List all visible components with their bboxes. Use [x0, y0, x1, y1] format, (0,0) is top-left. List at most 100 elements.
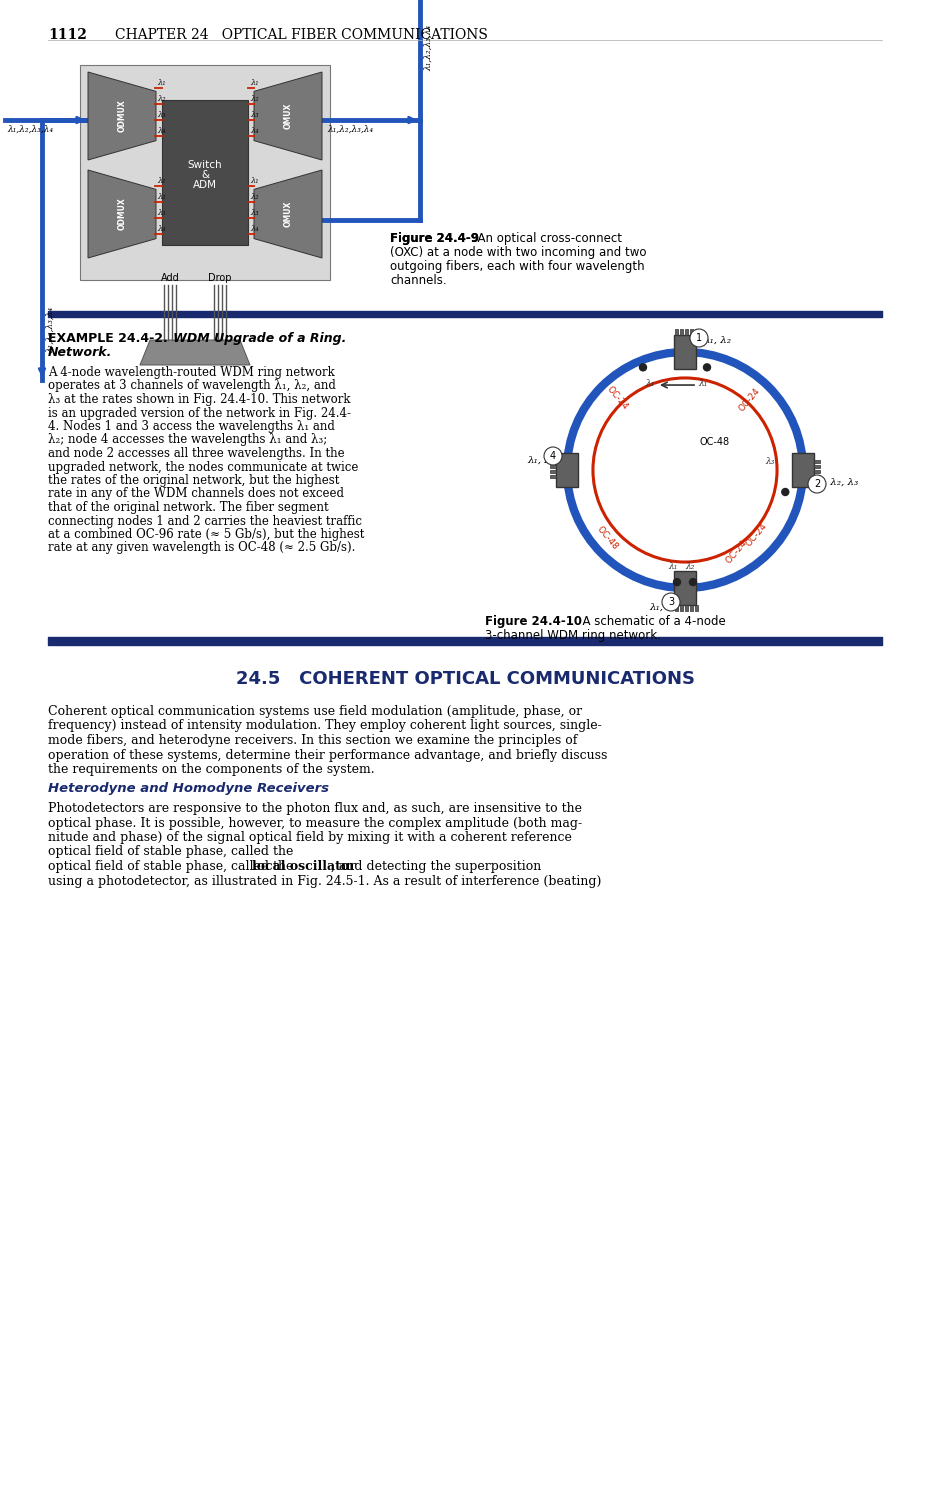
Text: λ₁: λ₁	[157, 177, 166, 184]
Text: optical field of stable phase, called the: optical field of stable phase, called th…	[48, 846, 298, 858]
Text: CHAPTER 24   OPTICAL FIBER COMMUNICATIONS: CHAPTER 24 OPTICAL FIBER COMMUNICATIONS	[115, 28, 488, 42]
Text: the rates of the original network, but the highest: the rates of the original network, but t…	[48, 474, 339, 488]
Text: λ₁, λ₂: λ₁, λ₂	[649, 603, 677, 612]
Text: OC-24: OC-24	[737, 387, 763, 414]
Text: operates at 3 channels of wavelength λ₁, λ₂, and: operates at 3 channels of wavelength λ₁,…	[48, 380, 336, 393]
FancyBboxPatch shape	[162, 100, 248, 244]
Text: connecting nodes 1 and 2 carries the heaviest traffic: connecting nodes 1 and 2 carries the hea…	[48, 514, 362, 528]
Text: Network.: Network.	[48, 346, 113, 358]
FancyBboxPatch shape	[674, 572, 696, 604]
Text: Figure 24.4-9: Figure 24.4-9	[390, 232, 479, 244]
Circle shape	[703, 364, 711, 370]
Text: λ₁, λ₂, λ₃: λ₁, λ₂, λ₃	[813, 477, 858, 486]
Text: λ₁: λ₁	[645, 380, 655, 388]
Text: is an upgraded version of the network in Fig. 24.4-: is an upgraded version of the network in…	[48, 406, 351, 420]
Text: and node 2 accesses all three wavelengths. In the: and node 2 accesses all three wavelength…	[48, 447, 345, 460]
Text: OC-24: OC-24	[724, 538, 750, 566]
Text: λ₁: λ₁	[250, 177, 259, 184]
Text: Figure 24.4-10: Figure 24.4-10	[485, 615, 582, 628]
Text: OC-48: OC-48	[700, 436, 730, 447]
Text: rate at any given wavelength is OC-48 (≈ 2.5 Gb/s).: rate at any given wavelength is OC-48 (≈…	[48, 542, 355, 555]
Text: frequency) instead of intensity modulation. They employ coherent light sources, : frequency) instead of intensity modulati…	[48, 720, 602, 732]
Text: (OXC) at a node with two incoming and two: (OXC) at a node with two incoming and tw…	[390, 246, 646, 259]
FancyBboxPatch shape	[685, 604, 688, 610]
Text: OMUX: OMUX	[284, 201, 293, 226]
Text: λ₃: λ₃	[765, 458, 775, 466]
Text: OC-48: OC-48	[594, 525, 619, 552]
Text: λ₁,λ₂,λ₃,λ₄: λ₁,λ₂,λ₃,λ₄	[7, 124, 53, 134]
FancyBboxPatch shape	[675, 328, 678, 334]
Text: nitude and phase) of the signal optical field by mixing it with a coherent refer: nitude and phase) of the signal optical …	[48, 831, 572, 844]
FancyBboxPatch shape	[550, 465, 556, 468]
Text: WDM Upgrade of a Ring.: WDM Upgrade of a Ring.	[160, 332, 346, 345]
Text: that of the original network. The fiber segment: that of the original network. The fiber …	[48, 501, 328, 515]
Text: λ₄: λ₄	[157, 128, 166, 135]
Text: λ₃: λ₃	[157, 209, 166, 218]
Text: λ₃: λ₃	[250, 209, 259, 218]
Circle shape	[662, 592, 680, 610]
Text: Coherent optical communication systems use field modulation (amplitude, phase, o: Coherent optical communication systems u…	[48, 705, 582, 718]
Polygon shape	[88, 72, 156, 160]
Text: ADM: ADM	[193, 180, 217, 189]
Text: using a photodetector, as illustrated in Fig. 24.5-1. As a result of interferenc: using a photodetector, as illustrated in…	[48, 874, 602, 888]
Text: λ₂: λ₂	[250, 94, 259, 104]
Text: λ₂: λ₂	[685, 562, 695, 572]
Circle shape	[544, 447, 562, 465]
Text: 24.5   COHERENT OPTICAL COMMUNICATIONS: 24.5 COHERENT OPTICAL COMMUNICATIONS	[235, 670, 695, 688]
Text: OMUX: OMUX	[284, 104, 293, 129]
Text: 1: 1	[696, 333, 702, 344]
Text: optical phase. It is possible, however, to measure the complex amplitude (both m: optical phase. It is possible, however, …	[48, 816, 582, 830]
Text: λ₃: λ₃	[250, 111, 259, 118]
Text: λ₁: λ₁	[698, 380, 708, 388]
Text: EXAMPLE 24.4-2.: EXAMPLE 24.4-2.	[48, 332, 167, 345]
Text: 1112: 1112	[48, 28, 86, 42]
FancyBboxPatch shape	[674, 334, 696, 369]
FancyBboxPatch shape	[792, 453, 814, 488]
Text: ODMUX: ODMUX	[117, 198, 126, 231]
Circle shape	[690, 328, 708, 346]
Polygon shape	[140, 340, 250, 364]
Text: Switch: Switch	[188, 159, 222, 170]
Text: channels.: channels.	[390, 274, 446, 286]
Circle shape	[782, 489, 789, 495]
Text: optical field of stable phase, called the: optical field of stable phase, called th…	[48, 859, 298, 873]
Text: at a combined OC-96 rate (≈ 5 Gb/s), but the highest: at a combined OC-96 rate (≈ 5 Gb/s), but…	[48, 528, 365, 542]
Text: λ₁: λ₁	[669, 562, 678, 572]
Text: λ₂: λ₂	[157, 194, 166, 201]
Text: OC-24: OC-24	[745, 522, 769, 549]
FancyBboxPatch shape	[556, 453, 578, 488]
FancyBboxPatch shape	[550, 476, 556, 478]
Text: λ₄: λ₄	[250, 128, 259, 135]
Text: λ₃ at the rates shown in Fig. 24.4-10. This network: λ₃ at the rates shown in Fig. 24.4-10. T…	[48, 393, 351, 406]
Text: A 4-node wavelength-routed WDM ring network: A 4-node wavelength-routed WDM ring netw…	[48, 366, 335, 380]
Text: λ₁: λ₁	[250, 80, 259, 87]
Text: 3: 3	[668, 597, 674, 608]
Text: Drop: Drop	[208, 273, 232, 284]
FancyBboxPatch shape	[680, 328, 683, 334]
Text: 4: 4	[550, 452, 556, 460]
Text: A schematic of a 4-node: A schematic of a 4-node	[575, 615, 725, 628]
Text: outgoing fibers, each with four wavelength: outgoing fibers, each with four waveleng…	[390, 260, 644, 273]
FancyBboxPatch shape	[680, 604, 683, 610]
Text: λ₁, λ₂: λ₁, λ₂	[703, 336, 731, 345]
Text: λ₄: λ₄	[157, 225, 166, 232]
FancyBboxPatch shape	[675, 604, 678, 610]
FancyBboxPatch shape	[814, 470, 820, 472]
Text: An optical cross-connect: An optical cross-connect	[470, 232, 622, 244]
Text: mode fibers, and heterodyne receivers. In this section we examine the principles: mode fibers, and heterodyne receivers. I…	[48, 734, 578, 747]
Polygon shape	[88, 170, 156, 258]
FancyBboxPatch shape	[814, 465, 820, 468]
FancyBboxPatch shape	[550, 460, 556, 464]
Text: local oscillator: local oscillator	[252, 859, 356, 873]
Circle shape	[673, 579, 681, 585]
FancyBboxPatch shape	[814, 476, 820, 478]
Text: , and detecting the superposition: , and detecting the superposition	[331, 859, 541, 873]
Text: λ₂; node 4 accesses the wavelengths λ₁ and λ₃;: λ₂; node 4 accesses the wavelengths λ₁ a…	[48, 433, 327, 447]
Text: upgraded network, the nodes communicate at twice: upgraded network, the nodes communicate …	[48, 460, 358, 474]
Text: λ₁, λ₃: λ₁, λ₃	[527, 456, 555, 465]
Text: operation of these systems, determine their performance advantage, and briefly d: operation of these systems, determine th…	[48, 748, 607, 762]
Text: λ₁: λ₁	[157, 80, 166, 87]
FancyBboxPatch shape	[685, 328, 688, 334]
FancyBboxPatch shape	[814, 460, 820, 464]
FancyBboxPatch shape	[690, 604, 693, 610]
